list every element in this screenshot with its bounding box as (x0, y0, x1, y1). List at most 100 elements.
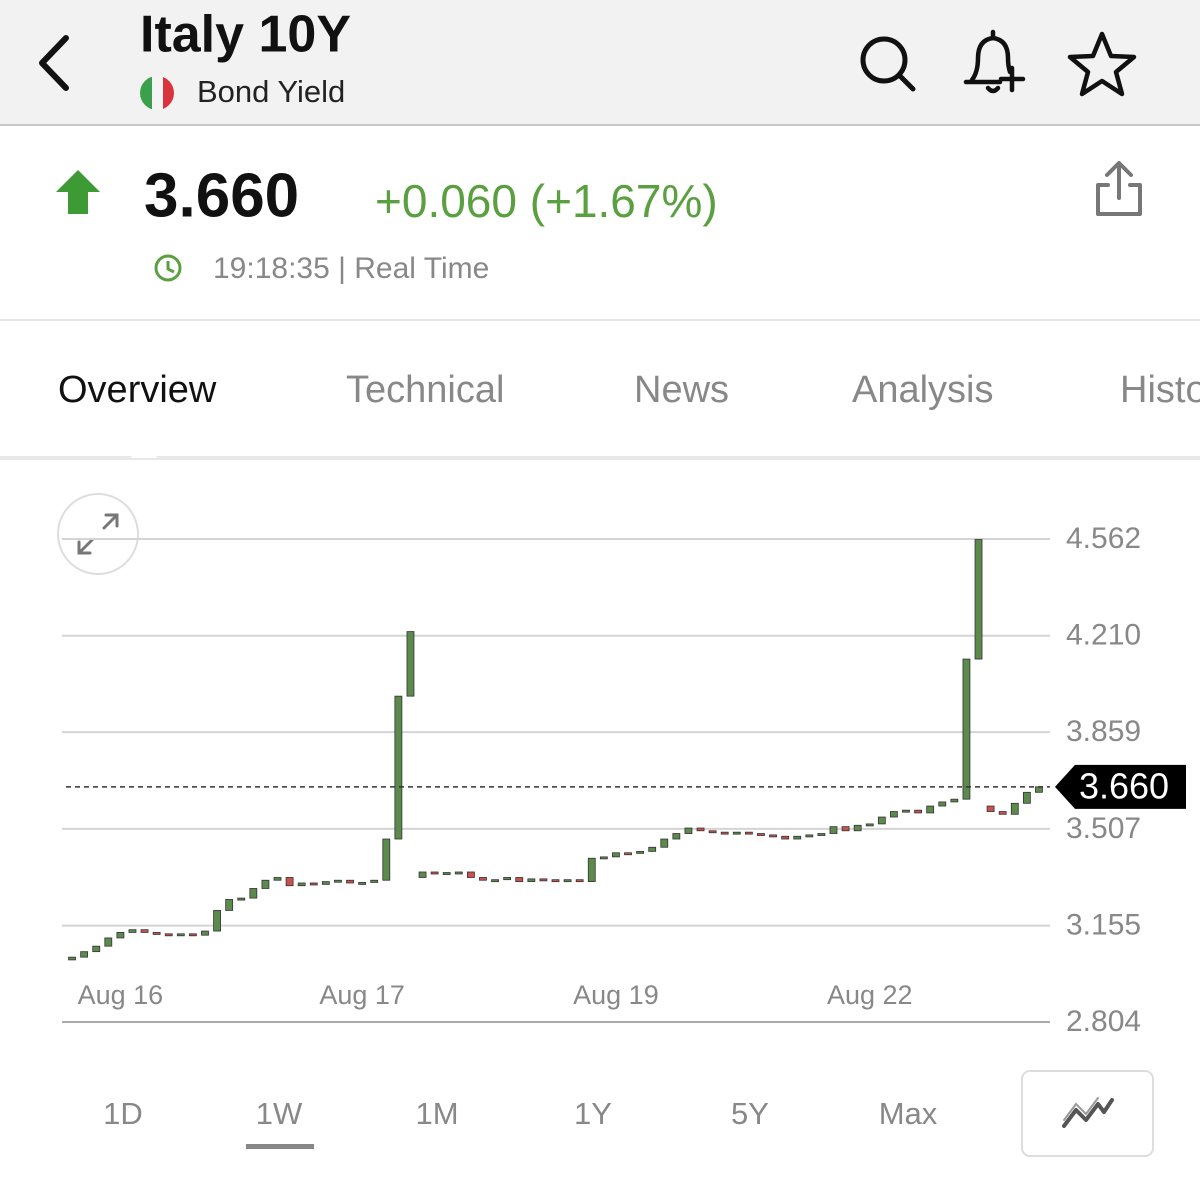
candle (612, 852, 620, 858)
candle (152, 932, 161, 935)
tab[interactable]: News (634, 369, 729, 411)
candle (853, 824, 862, 832)
candle (213, 910, 221, 932)
candle (672, 833, 681, 840)
candle (503, 877, 512, 881)
candle (225, 899, 234, 911)
candle (418, 871, 427, 878)
candle (551, 879, 560, 883)
tabs: Overview Technical News Analysis Historical (58, 369, 1200, 411)
candle (660, 838, 669, 848)
candle (539, 878, 548, 882)
candle (575, 879, 584, 883)
candle (442, 872, 451, 875)
tab-pointer (130, 446, 158, 458)
candle (757, 833, 765, 836)
candle (720, 831, 729, 835)
candle (1022, 791, 1031, 804)
range-option[interactable]: 1M (415, 1096, 458, 1131)
time: 19:18:35 | Real Time (213, 252, 489, 285)
candle (805, 834, 814, 838)
y-tick-label: 3.155 (1066, 908, 1141, 941)
tab[interactable]: Technical (346, 369, 504, 411)
candle (249, 888, 258, 899)
candle (877, 816, 886, 825)
range-option[interactable]: 5Y (731, 1096, 769, 1131)
title: Italy 10Y (140, 6, 351, 64)
range-option[interactable]: 1D (103, 1096, 143, 1131)
candle (491, 879, 499, 883)
tab[interactable]: Overview (58, 369, 217, 411)
top-bar (0, 0, 1200, 125)
range-option[interactable]: 1W (256, 1096, 303, 1131)
back-button[interactable] (39, 35, 69, 91)
candle (890, 811, 898, 818)
candle (926, 805, 935, 814)
candle (466, 871, 475, 878)
y-tick-label: 3.507 (1066, 812, 1141, 845)
candle (261, 879, 270, 889)
candle (998, 811, 1007, 815)
share-button[interactable] (1096, 161, 1142, 216)
candle (1010, 802, 1019, 815)
candle (80, 951, 89, 958)
candle (950, 798, 959, 803)
candle (817, 833, 826, 836)
candle (587, 857, 596, 883)
candle (140, 929, 149, 933)
candle (382, 838, 391, 881)
candle (176, 933, 185, 937)
last-price-label: 3.660 (1079, 765, 1169, 806)
candle (1035, 786, 1043, 793)
candle (201, 930, 209, 936)
search-button[interactable] (860, 36, 916, 92)
candle (769, 834, 777, 838)
chart-type-button[interactable] (1021, 1070, 1154, 1157)
y-tick-label: 4.562 (1066, 522, 1141, 555)
favorite-button[interactable] (1067, 31, 1137, 97)
x-tick-label: Aug 16 (78, 980, 164, 1010)
candle (406, 631, 415, 697)
range-selector: 1D 1W 1M 1Y 5Y Max (103, 1096, 938, 1149)
candle (92, 945, 101, 953)
candle (563, 879, 572, 883)
candle (902, 809, 910, 813)
candle (273, 877, 282, 881)
last-price-badge (1055, 764, 1186, 809)
y-tick-label: 2.804 (1066, 1005, 1141, 1038)
candle (527, 878, 536, 883)
candle (636, 850, 645, 854)
tab[interactable]: Historical (1120, 369, 1200, 411)
x-tick-label: Aug 19 (573, 980, 659, 1010)
candle (334, 879, 342, 883)
range-option[interactable]: Max (879, 1096, 938, 1131)
range-option[interactable]: 1Y (574, 1096, 612, 1131)
candle (430, 871, 439, 875)
candle (696, 827, 705, 832)
candle (164, 933, 173, 937)
candle (974, 539, 983, 660)
tab[interactable]: Analysis (852, 369, 994, 411)
candle (684, 827, 693, 834)
alert-button[interactable] (963, 29, 1026, 94)
candle (116, 932, 125, 939)
candle (708, 830, 717, 834)
candle (829, 826, 838, 834)
price: 3.660 (144, 161, 299, 230)
candle (346, 879, 354, 884)
candle (189, 933, 197, 937)
candle (624, 852, 632, 856)
candle (479, 877, 487, 881)
x-tick-label: Aug 17 (319, 980, 405, 1010)
candle (128, 929, 137, 933)
expand-button[interactable] (57, 493, 139, 575)
candle (938, 801, 947, 807)
candle (648, 846, 657, 852)
candle (309, 882, 318, 886)
candle (962, 658, 971, 800)
candle (237, 897, 246, 901)
candle (793, 835, 802, 840)
candle (104, 937, 113, 947)
candle (841, 826, 850, 832)
